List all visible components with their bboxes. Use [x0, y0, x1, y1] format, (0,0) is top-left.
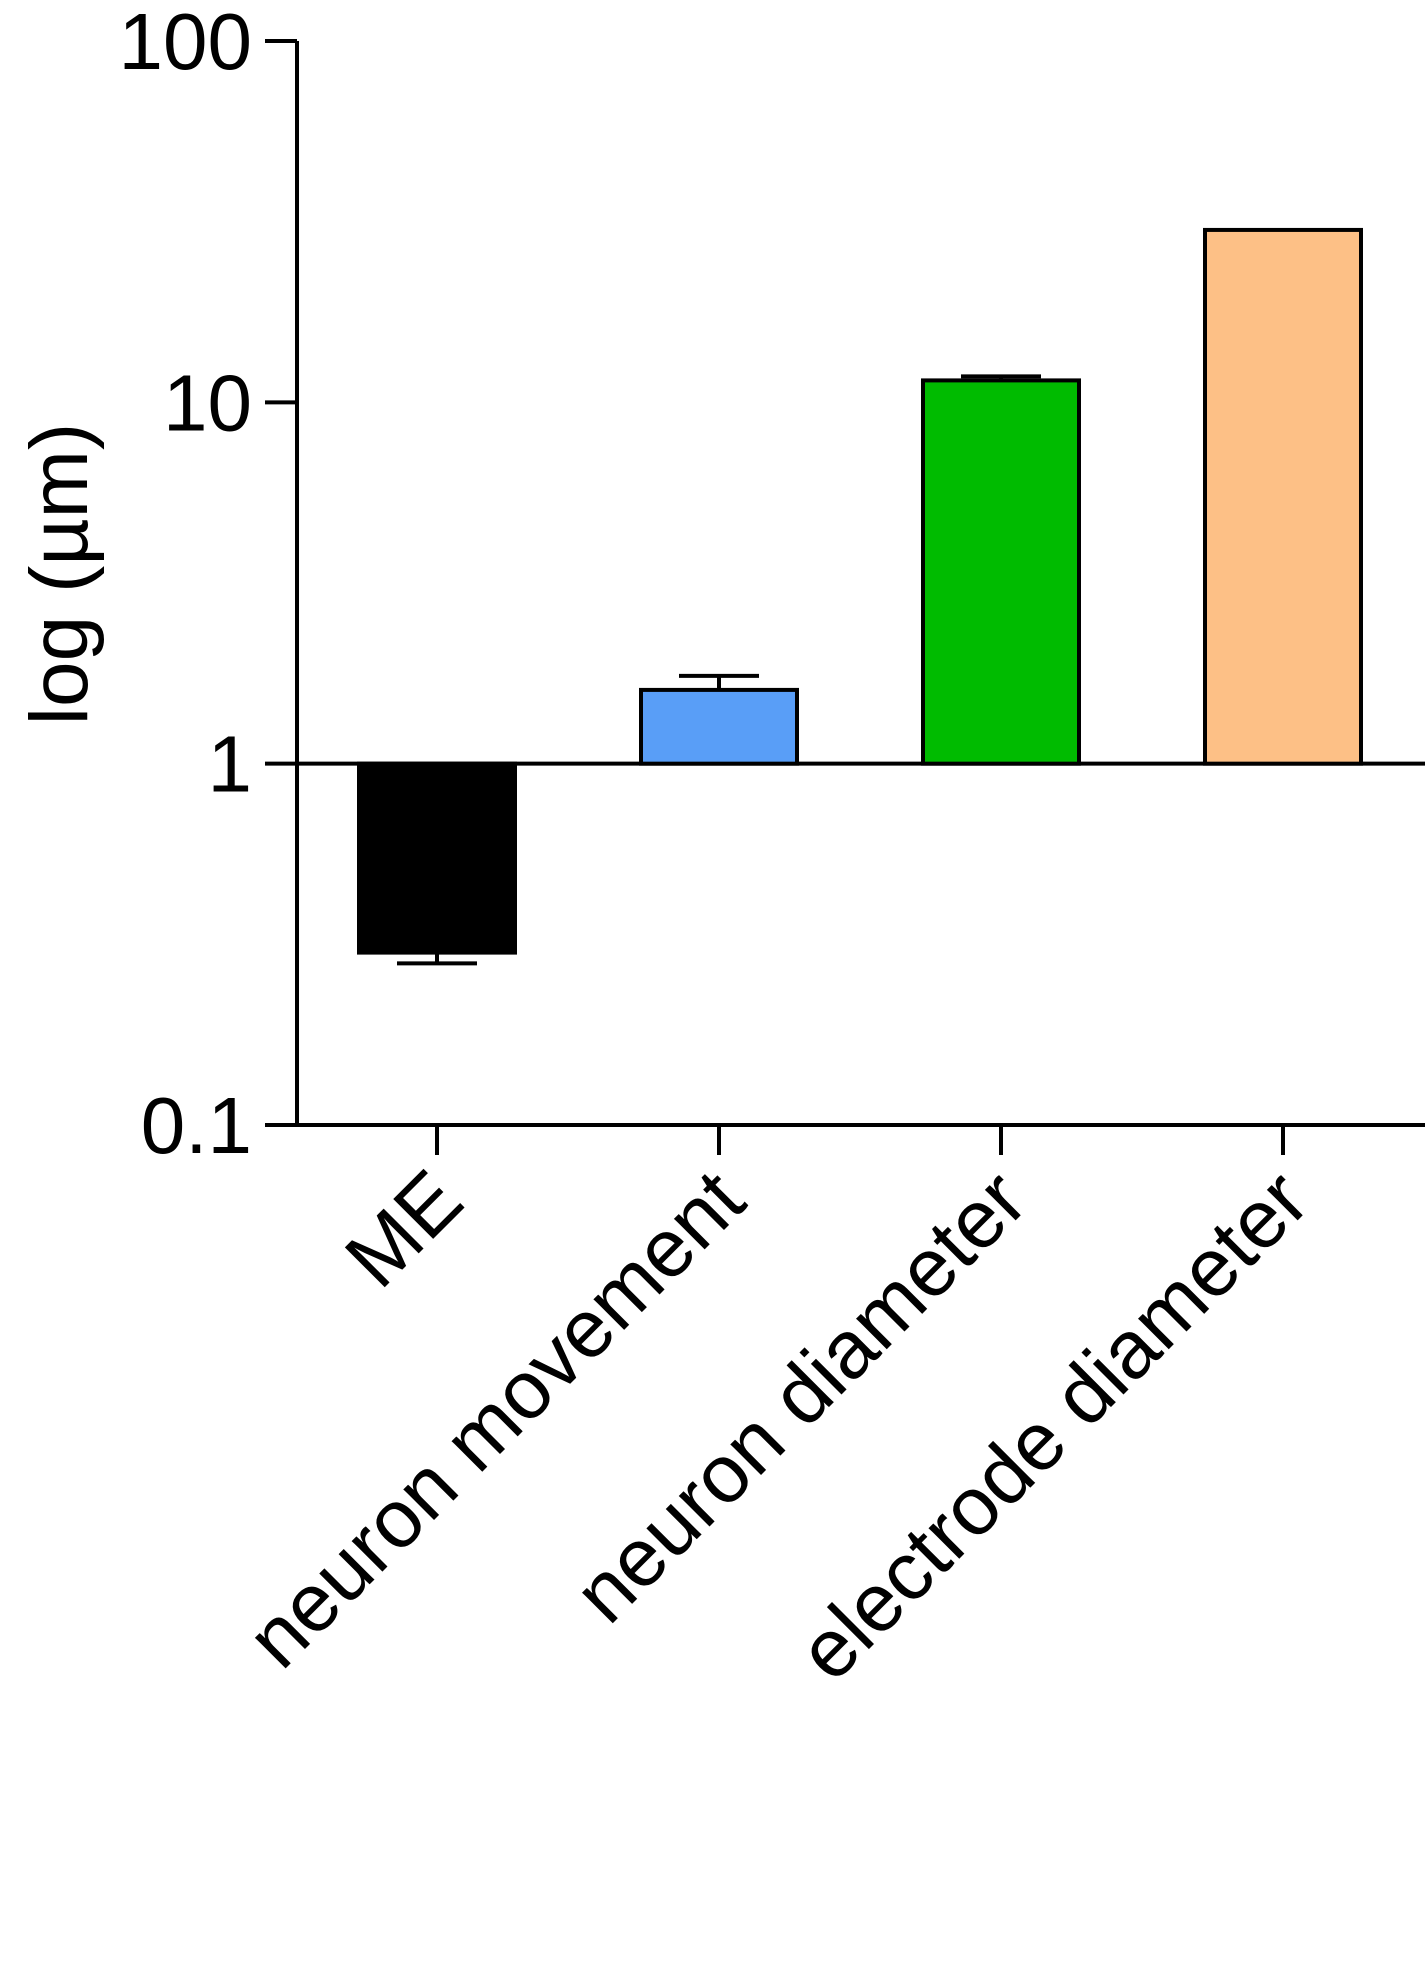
y-axis-title: log (µm): [14, 423, 105, 725]
y-tick-label-1: 1: [208, 720, 253, 809]
x-tick-label-3: electrode diameter: [781, 1153, 1326, 1698]
bar-1: [639, 687, 799, 766]
x-tick-label-0: ME: [328, 1153, 479, 1304]
y-tick-label-3: 100: [119, 0, 252, 86]
bar-3: [1203, 227, 1363, 766]
bar-0: [357, 761, 517, 955]
bar-2: [921, 378, 1081, 766]
x-tick-label-1: neuron movement: [230, 1153, 762, 1685]
bars: [357, 227, 1363, 966]
y-tick-label-2: 10: [163, 358, 252, 447]
y-tick-label-0: 0.1: [141, 1081, 252, 1170]
